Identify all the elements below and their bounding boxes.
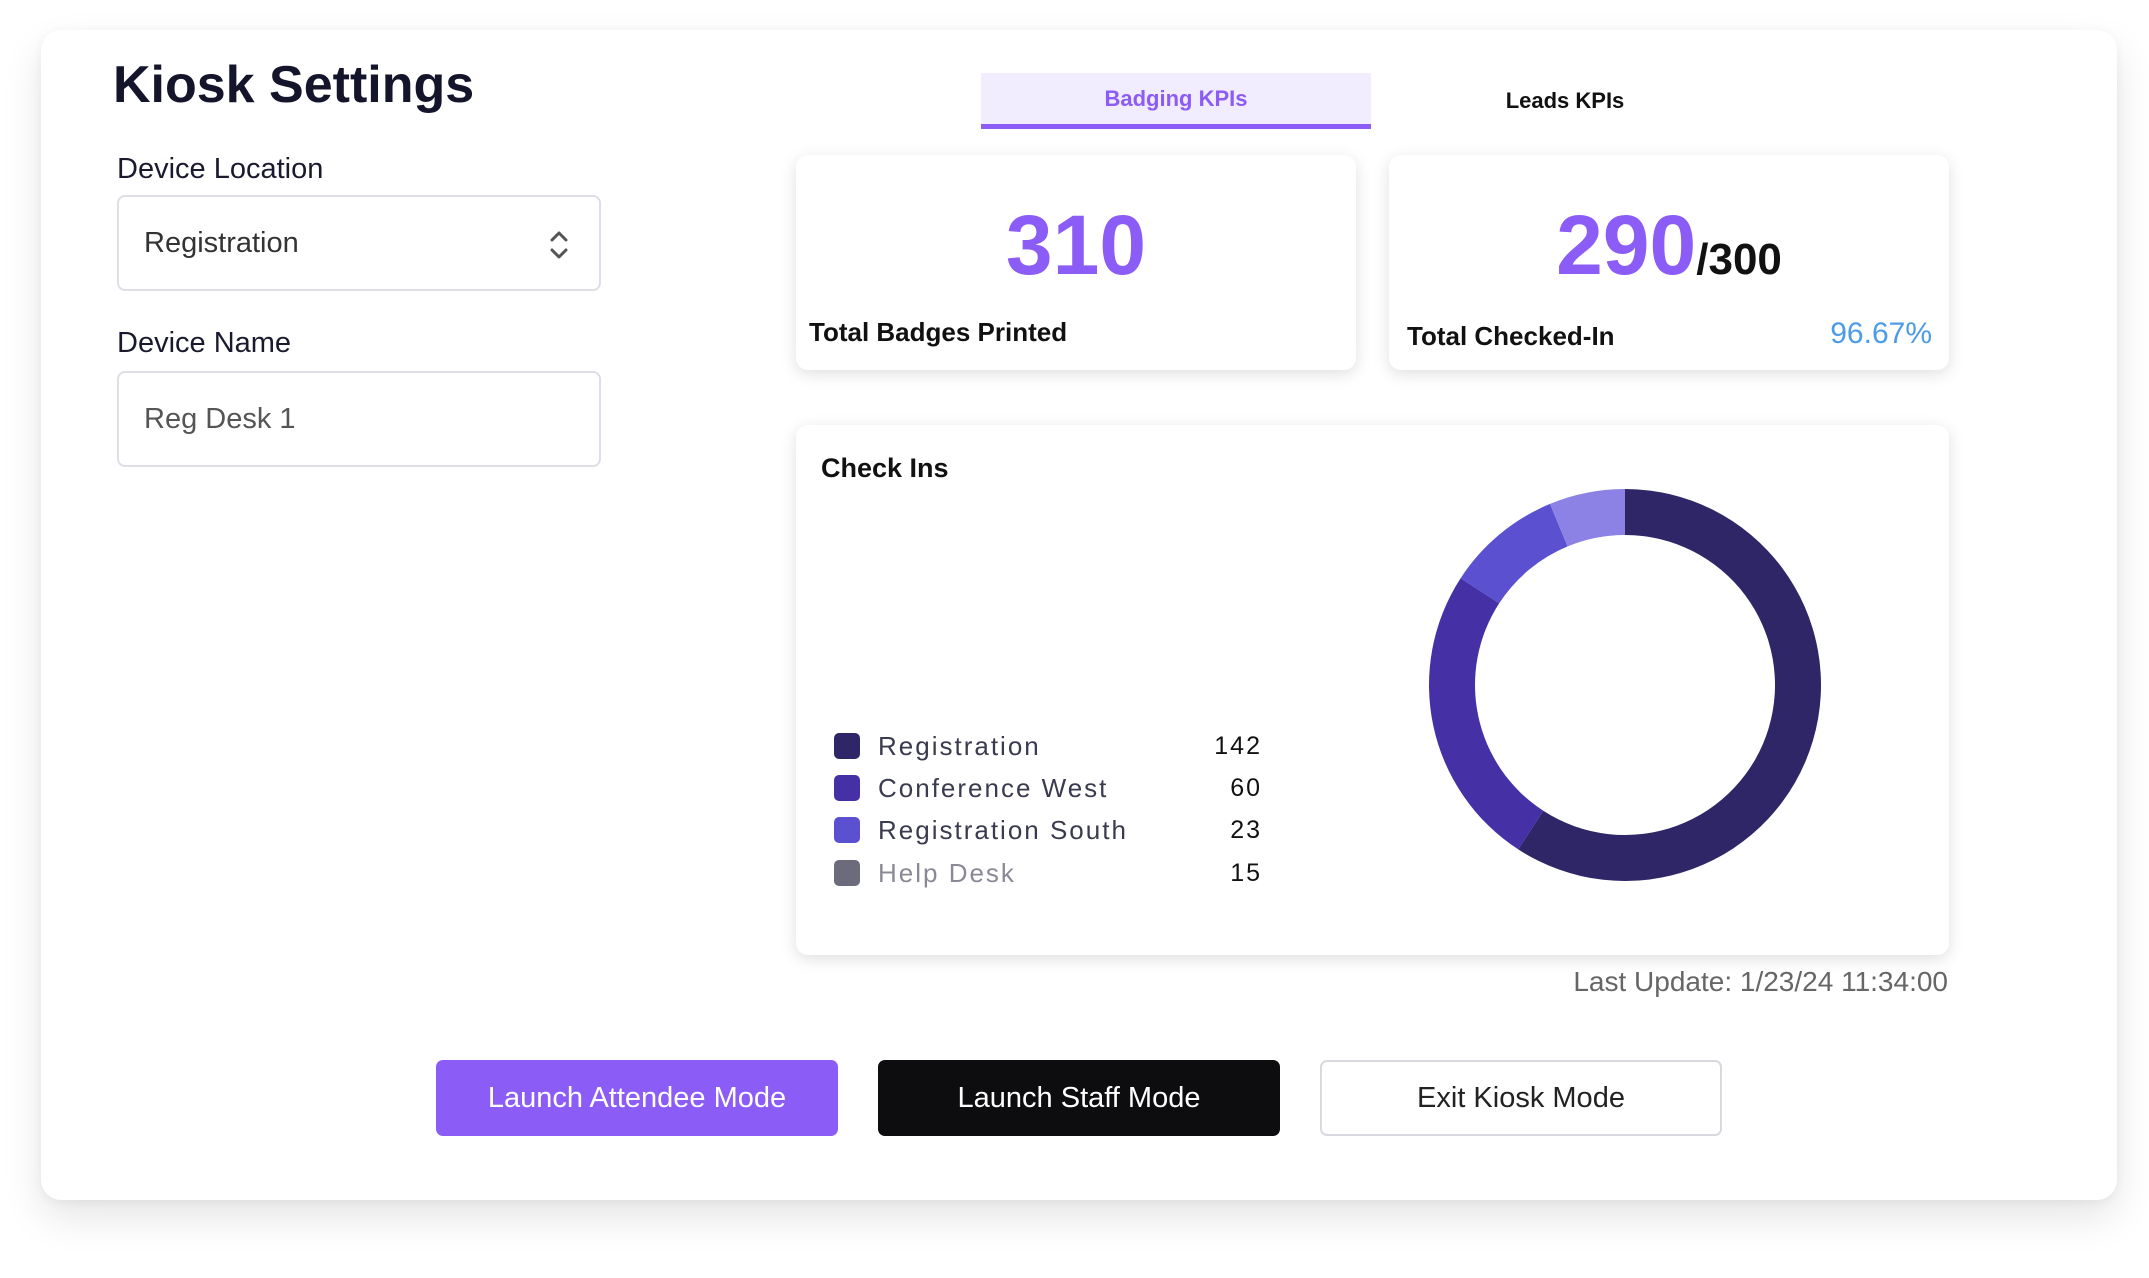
kpi-card-badges: 310 Total Badges Printed xyxy=(796,155,1356,370)
check-ins-title: Check Ins xyxy=(821,453,949,483)
legend-name: Help Desk xyxy=(878,857,1016,888)
legend-item: Help Desk 15 xyxy=(834,858,1262,888)
legend-item: Registration South 23 xyxy=(834,815,1262,845)
donut-slice-registration xyxy=(1518,489,1821,881)
badges-printed-value: 310 xyxy=(1005,198,1147,292)
device-name-input[interactable] xyxy=(144,402,599,436)
tab-leads-kpis[interactable]: Leads KPIs xyxy=(1505,88,1625,113)
legend-item: Conference West 60 xyxy=(834,773,1262,803)
legend-value: 15 xyxy=(1230,858,1262,887)
device-location-value: Registration xyxy=(144,226,299,259)
legend-swatch xyxy=(834,817,860,843)
legend-item: Registration 142 xyxy=(834,731,1262,761)
donut-slice-help-desk xyxy=(1549,489,1625,547)
checked-in-figure: 290/300 xyxy=(1389,200,1949,315)
check-ins-card: Check Ins xyxy=(796,425,1949,955)
checked-in-percent: 96.67% xyxy=(1830,317,1932,350)
checked-in-label: Total Checked-In xyxy=(1407,321,1615,351)
legend-swatch xyxy=(834,860,860,886)
last-update-text: Last Update: 1/23/24 11:34:00 xyxy=(1573,966,1948,997)
tab-badging-kpis[interactable]: Badging KPIs xyxy=(981,73,1371,129)
legend-value: 23 xyxy=(1230,815,1262,844)
legend-value: 142 xyxy=(1214,731,1262,760)
legend-name: Registration xyxy=(878,730,1041,761)
launch-attendee-mode-button[interactable]: Launch Attendee Mode xyxy=(436,1060,838,1136)
checked-in-value: 290 xyxy=(1556,198,1697,292)
legend-name: Conference West xyxy=(878,772,1109,803)
device-location-label: Device Location xyxy=(117,153,324,185)
donut-slice-registration-south xyxy=(1460,503,1568,604)
legend-value: 60 xyxy=(1230,773,1262,802)
badges-printed-label: Total Badges Printed xyxy=(809,317,1068,347)
device-name-field[interactable] xyxy=(117,371,601,467)
device-location-select[interactable]: Registration xyxy=(117,195,601,291)
exit-kiosk-mode-button[interactable]: Exit Kiosk Mode xyxy=(1320,1060,1722,1136)
legend-name: Registration South xyxy=(878,814,1128,845)
checked-in-total: /300 xyxy=(1696,235,1782,284)
device-name-label: Device Name xyxy=(117,327,292,359)
launch-staff-mode-button[interactable]: Launch Staff Mode xyxy=(878,1060,1280,1136)
page-title: Kiosk Settings xyxy=(113,56,475,114)
chevron-up-down-icon xyxy=(550,231,568,259)
check-ins-donut-chart xyxy=(1429,489,1821,881)
legend-swatch xyxy=(834,733,860,759)
kpi-card-checked-in: 290/300 Total Checked-In 96.67% xyxy=(1389,155,1949,370)
donut-slice-conference-west xyxy=(1429,578,1544,850)
legend-swatch xyxy=(834,775,860,801)
